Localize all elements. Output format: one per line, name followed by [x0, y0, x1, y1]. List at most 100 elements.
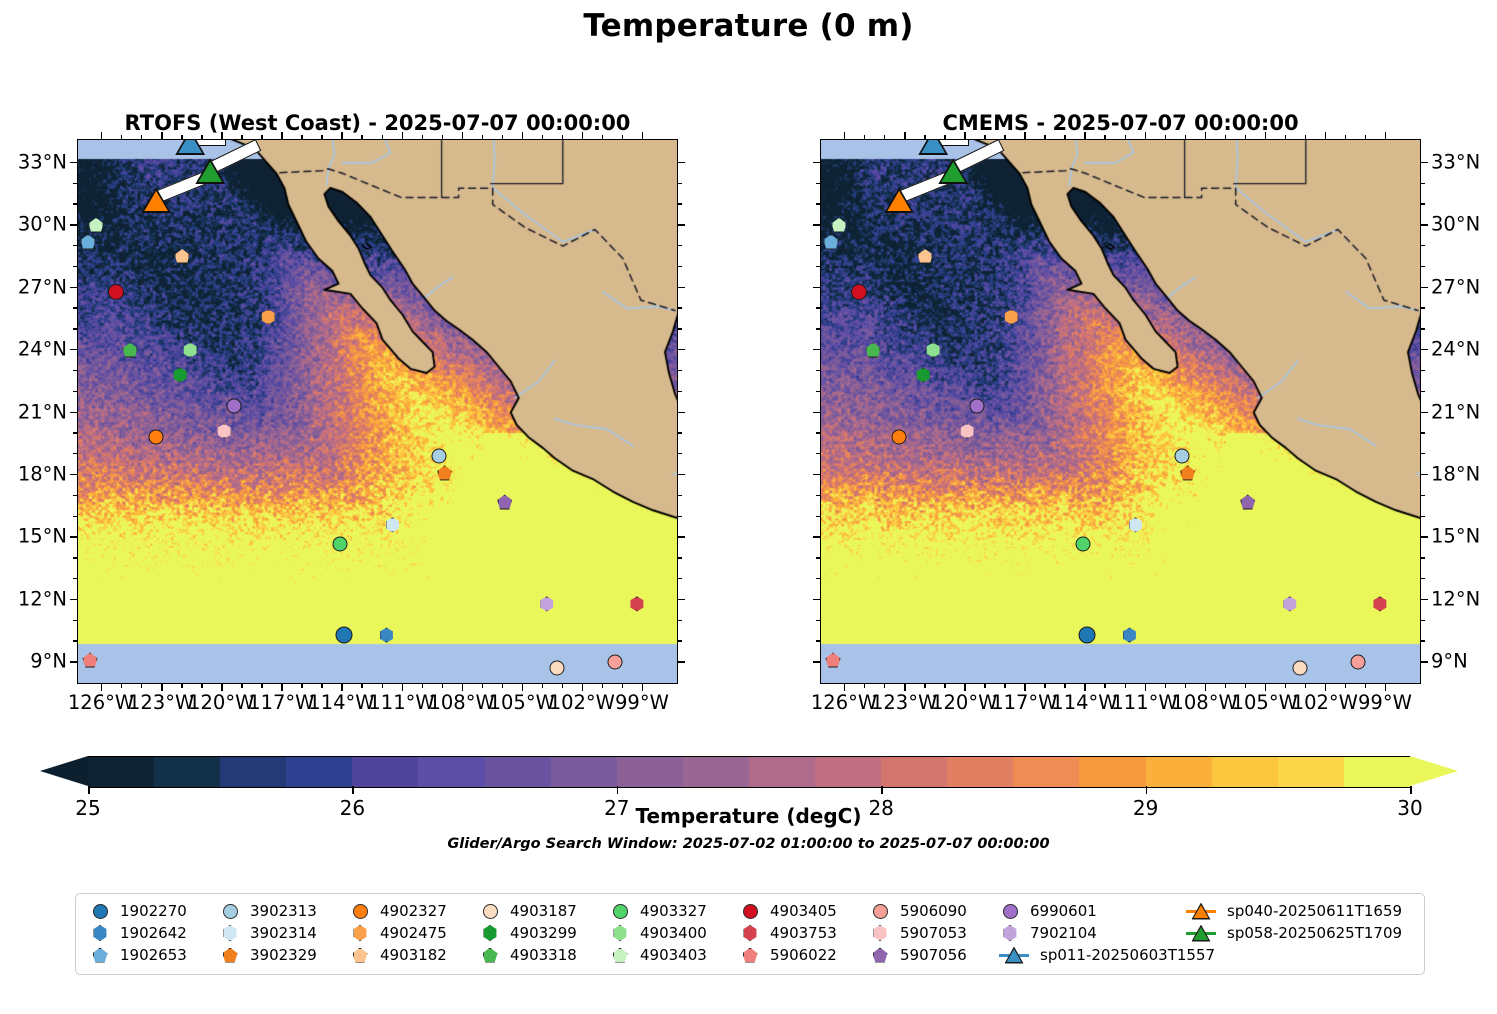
legend-entry-4903753[interactable]: 4903753	[739, 922, 837, 944]
legend-entry-4903318[interactable]: 4903318	[479, 944, 577, 966]
legend-circle-icon	[612, 903, 628, 919]
argo-float-marker-7902104[interactable]	[1283, 596, 1297, 612]
argo-float-marker-5907053[interactable]	[960, 423, 974, 439]
argo-float-marker-4903299[interactable]	[916, 367, 930, 383]
y-tick-minor	[678, 577, 682, 580]
y-tick	[1421, 224, 1428, 226]
legend-label: 5907056	[900, 946, 967, 964]
argo-float-marker-4903405[interactable]	[108, 283, 125, 300]
x-tick-minor	[1044, 684, 1046, 688]
legend-entry-4903403[interactable]: 4903403	[609, 944, 707, 966]
x-tick	[521, 132, 524, 139]
legend-entry-4903299[interactable]: 4903299	[479, 922, 577, 944]
legend[interactable]: 1902270 1902642 1902653 3902313 3902314 39023…	[75, 893, 1425, 975]
x-tick	[221, 132, 223, 139]
y-tick-label: 15°N	[17, 524, 67, 548]
argo-float-marker-4903187[interactable]	[549, 660, 565, 676]
argo-float-marker-3902314[interactable]	[386, 517, 399, 533]
y-tick-minor	[73, 203, 77, 205]
y-tick-minor	[73, 307, 77, 309]
argo-float-marker-4902327[interactable]	[148, 429, 164, 445]
argo-float-marker-6990601[interactable]	[226, 398, 242, 414]
legend-label: 4903187	[510, 902, 577, 920]
map-panel-cmems[interactable]: CMEMS - 2025-07-07 00:00:00 126°W 123°W 12…	[811, 111, 1480, 714]
glider-marker-sp058-20250625T1709[interactable]	[938, 158, 969, 185]
x-tick	[1024, 132, 1026, 139]
argo-float-marker-4903400[interactable]	[183, 342, 197, 358]
argo-float-marker-4903327[interactable]	[332, 536, 348, 552]
argo-float-marker-4903327[interactable]	[1075, 536, 1091, 552]
argo-float-marker-4903405[interactable]	[851, 283, 868, 300]
argo-float-marker-4903753[interactable]	[630, 596, 644, 612]
argo-float-marker-5906090[interactable]	[1350, 654, 1366, 670]
x-tick	[844, 132, 846, 139]
x-tick	[964, 132, 966, 139]
x-tick-minor	[321, 684, 323, 688]
colorbar-label: Temperature (degC)	[635, 804, 862, 828]
legend-entry-4902327[interactable]: 4902327	[349, 900, 447, 922]
legend-entry-5906090[interactable]: 5906090	[869, 900, 967, 922]
map-frame-cmems[interactable]	[820, 139, 1421, 684]
glider-marker-sp040-20250611T1659[interactable]	[141, 187, 172, 214]
argo-float-marker-3902314[interactable]	[1129, 517, 1142, 533]
map-frame-rtofs[interactable]	[77, 139, 678, 684]
legend-entry-6990601[interactable]: 6990601	[999, 900, 1215, 922]
legend-marker	[89, 947, 111, 963]
glider-marker-sp011-20250603T1557[interactable]	[918, 140, 949, 156]
argo-float-marker-4902475[interactable]	[1004, 309, 1018, 325]
legend-entry-1902642[interactable]: 1902642	[89, 922, 187, 944]
y-tick-minor	[73, 453, 77, 455]
argo-float-marker-4903187[interactable]	[1292, 660, 1308, 676]
argo-float-marker-4902327[interactable]	[891, 429, 907, 445]
argo-float-marker-4903299[interactable]	[173, 367, 187, 383]
argo-float-marker-3902313[interactable]	[1174, 448, 1190, 464]
y-tick-label: 33°N	[17, 150, 67, 174]
legend-label: 4903327	[640, 902, 707, 920]
argo-float-marker-4903400[interactable]	[926, 342, 940, 358]
legend-entry-5907056[interactable]: 5907056	[869, 944, 967, 966]
legend-entry-1902653[interactable]: 1902653	[89, 944, 187, 966]
legend-entry-4903405[interactable]: 4903405	[739, 900, 837, 922]
argo-float-marker-1902642[interactable]	[1123, 627, 1136, 643]
argo-float-marker-7902104[interactable]	[540, 596, 554, 612]
map-panel-rtofs[interactable]: RTOFS (West Coast) - 2025-07-07 00:00:00…	[18, 111, 685, 714]
legend-entry-sp040-20250611T1659[interactable]: sp040-20250611T1659	[1186, 900, 1402, 922]
argo-float-marker-6990601[interactable]	[969, 398, 985, 414]
legend-column-3: 4903187 4903299 4903318	[479, 900, 577, 966]
legend-entry-4903182[interactable]: 4903182	[349, 944, 447, 966]
colorbar-tick-label: 29	[1132, 796, 1159, 820]
legend-entry-7902104[interactable]: 7902104	[999, 922, 1215, 944]
argo-float-marker-4903753[interactable]	[1373, 596, 1387, 612]
y-tick-minor	[678, 515, 682, 517]
argo-float-marker-5906090[interactable]	[607, 654, 623, 670]
legend-entry-3902313[interactable]: 3902313	[219, 900, 317, 922]
x-tick-minor	[241, 684, 243, 688]
legend-entry-3902329[interactable]: 3902329	[219, 944, 317, 966]
argo-float-marker-5907053[interactable]	[217, 423, 231, 439]
y-tick-minor	[73, 515, 77, 517]
y-tick	[70, 473, 77, 476]
legend-entry-5907053[interactable]: 5907053	[869, 922, 967, 944]
y-tick-label: 18°N	[1431, 462, 1481, 486]
argo-float-marker-3902313[interactable]	[431, 448, 447, 464]
legend-marker	[89, 903, 111, 919]
y-tick-minor	[1421, 369, 1425, 372]
legend-entry-sp058-20250625T1709[interactable]: sp058-20250625T1709	[1186, 922, 1402, 944]
legend-entry-5906022[interactable]: 5906022	[739, 944, 837, 966]
legend-entry-4903327[interactable]: 4903327	[609, 900, 707, 922]
glider-marker-sp058-20250625T1709[interactable]	[195, 158, 226, 185]
glider-marker-sp040-20250611T1659[interactable]	[884, 187, 915, 214]
legend-entry-1902270[interactable]: 1902270	[89, 900, 187, 922]
argo-float-marker-1902270[interactable]	[335, 626, 353, 644]
y-tick-label: 12°N	[1431, 587, 1481, 611]
y-tick-minor	[678, 245, 682, 247]
argo-float-marker-4902475[interactable]	[261, 309, 275, 325]
glider-marker-sp011-20250603T1557[interactable]	[175, 140, 206, 156]
legend-entry-4903187[interactable]: 4903187	[479, 900, 577, 922]
legend-entry-3902314[interactable]: 3902314	[219, 922, 317, 944]
legend-entry-4902475[interactable]: 4902475	[349, 922, 447, 944]
argo-float-marker-1902642[interactable]	[380, 627, 393, 643]
legend-entry-sp011-20250603T1557[interactable]: sp011-20250603T1557	[999, 944, 1215, 966]
legend-entry-4903400[interactable]: 4903400	[609, 922, 707, 944]
argo-float-marker-1902270[interactable]	[1078, 626, 1096, 644]
